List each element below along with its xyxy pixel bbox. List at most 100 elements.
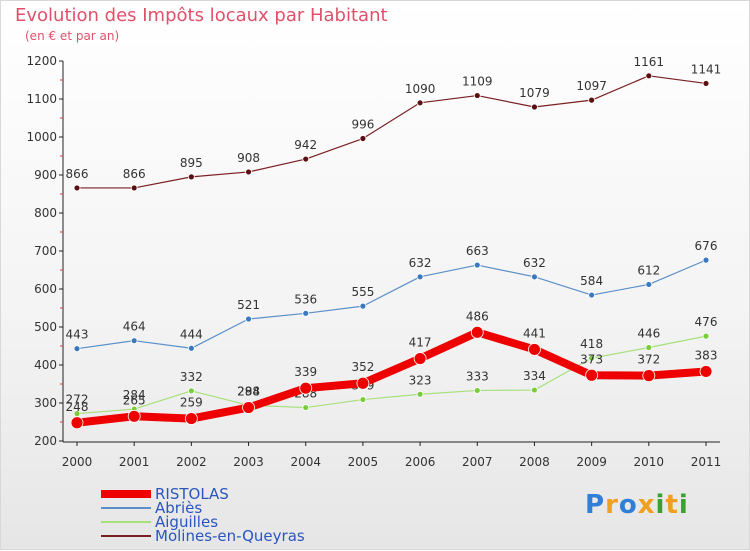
x-tick-label: 2010 <box>634 455 665 469</box>
chart-title: Evolution des Impôts locaux par Habitant <box>15 5 388 26</box>
data-point <box>585 368 599 382</box>
y-tick-label: 500 <box>34 320 57 334</box>
data-label: 555 <box>351 285 374 299</box>
data-point <box>187 173 195 181</box>
data-point <box>359 135 367 142</box>
data-point <box>702 256 710 264</box>
data-label: 1097 <box>576 79 607 93</box>
data-point <box>413 352 427 365</box>
x-tick-label: 2007 <box>462 455 493 469</box>
data-label: 248 <box>66 400 89 414</box>
data-point <box>702 80 710 87</box>
x-tick-label: 2005 <box>348 455 379 469</box>
y-tick-label: 900 <box>34 168 57 182</box>
data-label: 284 <box>123 388 146 402</box>
data-label: 383 <box>695 348 718 362</box>
y-tick-label: 600 <box>34 282 57 296</box>
data-point <box>588 291 596 299</box>
legend-label: Molines-en-Queyras <box>155 527 305 545</box>
data-label: 866 <box>123 167 146 181</box>
x-tick-label: 2004 <box>290 455 321 469</box>
data-label: 288 <box>237 385 260 399</box>
data-point <box>416 390 424 398</box>
data-point <box>531 273 538 281</box>
y-tick-label: 1000 <box>26 130 57 144</box>
series-line-molines-en-queyras <box>76 75 707 189</box>
data-point <box>588 96 596 104</box>
data-label: 632 <box>523 256 546 270</box>
data-point <box>184 412 198 425</box>
data-point <box>73 345 81 353</box>
data-point <box>645 72 653 80</box>
data-point <box>302 155 310 163</box>
data-point <box>302 309 310 317</box>
data-label: 446 <box>637 327 660 341</box>
data-label: 584 <box>580 274 603 288</box>
data-label: 272 <box>66 393 89 407</box>
data-point <box>73 184 81 192</box>
x-tick-label: 2003 <box>233 455 264 469</box>
data-label: 265 <box>123 393 146 407</box>
y-tick-label: 1200 <box>26 54 57 68</box>
data-label: 417 <box>409 336 432 350</box>
data-label: 632 <box>409 256 432 270</box>
legend-label: Abriès <box>155 499 202 517</box>
data-point <box>359 396 367 403</box>
data-point <box>356 376 370 390</box>
data-label: 464 <box>123 320 146 334</box>
data-point <box>130 337 138 345</box>
data-point <box>245 168 252 176</box>
data-point <box>245 315 252 323</box>
data-point <box>127 409 141 423</box>
data-point <box>645 281 653 288</box>
y-tick-label: 400 <box>34 358 57 372</box>
data-label: 1090 <box>405 82 436 96</box>
series-line-aiguilles <box>76 335 707 415</box>
y-tick-label: 800 <box>34 206 57 220</box>
data-label: 1141 <box>691 62 722 76</box>
data-label: 476 <box>695 315 718 329</box>
data-label: 418 <box>580 337 603 351</box>
x-tick-label: 2002 <box>176 455 207 469</box>
proxiti-logo: Proxiti <box>585 490 689 520</box>
data-point <box>699 365 713 378</box>
x-tick-label: 2000 <box>62 455 93 469</box>
data-label: 908 <box>237 151 260 165</box>
data-point <box>531 386 538 394</box>
data-label: 1161 <box>634 55 665 69</box>
data-label: 373 <box>580 352 603 366</box>
data-point <box>416 273 424 281</box>
data-label: 332 <box>180 370 203 384</box>
x-tick-label: 2001 <box>119 455 150 469</box>
x-tick-label: 2009 <box>576 455 607 469</box>
data-point <box>242 401 255 414</box>
x-tick-label: 2011 <box>691 455 722 469</box>
data-label: 536 <box>294 292 317 306</box>
y-tick-label: 700 <box>34 244 57 258</box>
data-point <box>130 184 138 192</box>
data-point <box>302 404 310 411</box>
data-label: 323 <box>409 373 432 387</box>
data-point <box>702 332 710 340</box>
data-label: 334 <box>523 369 546 383</box>
data-label: 486 <box>466 309 489 323</box>
data-point <box>473 92 481 99</box>
data-label: 372 <box>637 353 660 367</box>
data-label: 333 <box>466 369 489 383</box>
data-label: 676 <box>695 239 718 253</box>
y-tick-label: 1100 <box>26 92 57 106</box>
y-tick-label: 200 <box>34 434 57 448</box>
data-label: 259 <box>180 396 203 410</box>
data-label: 942 <box>294 138 317 152</box>
data-point <box>359 302 367 310</box>
data-label: 443 <box>66 328 89 342</box>
y-tick-label: 300 <box>34 396 57 410</box>
data-point <box>588 354 596 362</box>
data-label: 444 <box>180 327 203 341</box>
data-point <box>187 387 195 395</box>
legend-label: Aiguilles <box>155 513 218 531</box>
data-label: 1079 <box>519 86 550 100</box>
data-point <box>473 387 481 394</box>
